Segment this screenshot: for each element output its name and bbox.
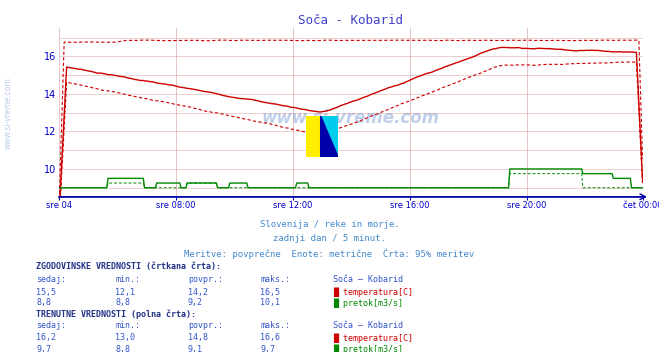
Text: 14,2: 14,2 <box>188 288 208 297</box>
Text: min.:: min.: <box>115 321 140 330</box>
Text: sedaj:: sedaj: <box>36 275 67 284</box>
Text: maks.:: maks.: <box>260 321 291 330</box>
Polygon shape <box>321 116 338 157</box>
Text: sedaj:: sedaj: <box>36 321 67 330</box>
Text: zadnji dan / 5 minut.: zadnji dan / 5 minut. <box>273 234 386 243</box>
Text: 16,2: 16,2 <box>36 333 56 342</box>
Title: Soča - Kobarid: Soča - Kobarid <box>299 14 403 27</box>
Text: 16,6: 16,6 <box>260 333 280 342</box>
Text: 8,8: 8,8 <box>115 298 130 307</box>
Text: 15,5: 15,5 <box>36 288 56 297</box>
Text: 13,0: 13,0 <box>115 333 135 342</box>
Text: povpr.:: povpr.: <box>188 321 223 330</box>
Text: 12,1: 12,1 <box>115 288 135 297</box>
Text: 9,7: 9,7 <box>260 345 275 352</box>
Text: maks.:: maks.: <box>260 275 291 284</box>
Text: Soča – Kobarid: Soča – Kobarid <box>333 321 403 330</box>
Text: ZGODOVINSKE VREDNOSTI (črtkana črta):: ZGODOVINSKE VREDNOSTI (črtkana črta): <box>36 262 221 271</box>
Text: min.:: min.: <box>115 275 140 284</box>
Text: █ temperatura[C]: █ temperatura[C] <box>333 333 413 343</box>
Text: █ pretok[m3/s]: █ pretok[m3/s] <box>333 345 403 352</box>
Polygon shape <box>321 116 338 157</box>
Text: www.si-vreme.com: www.si-vreme.com <box>4 77 13 149</box>
Text: █ temperatura[C]: █ temperatura[C] <box>333 288 413 297</box>
Text: 10,1: 10,1 <box>260 298 280 307</box>
Text: www.si-vreme.com: www.si-vreme.com <box>262 109 440 127</box>
Text: 14,8: 14,8 <box>188 333 208 342</box>
Text: povpr.:: povpr.: <box>188 275 223 284</box>
Text: 16,5: 16,5 <box>260 288 280 297</box>
Text: TRENUTNE VREDNOSTI (polna črta):: TRENUTNE VREDNOSTI (polna črta): <box>36 309 196 319</box>
Text: Slovenija / reke in morje.: Slovenija / reke in morje. <box>260 220 399 229</box>
Text: Soča – Kobarid: Soča – Kobarid <box>333 275 403 284</box>
Text: 9,1: 9,1 <box>188 345 203 352</box>
Text: 9,7: 9,7 <box>36 345 51 352</box>
Text: 9,2: 9,2 <box>188 298 203 307</box>
Text: █ pretok[m3/s]: █ pretok[m3/s] <box>333 298 403 308</box>
Text: 8,8: 8,8 <box>36 298 51 307</box>
Text: Meritve: povprečne  Enote: metrične  Črta: 95% meritev: Meritve: povprečne Enote: metrične Črta:… <box>185 248 474 259</box>
Text: 8,8: 8,8 <box>115 345 130 352</box>
